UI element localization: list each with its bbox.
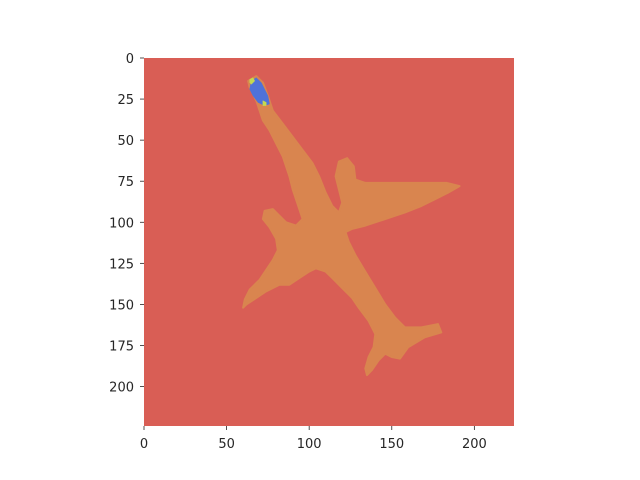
y-tick-label: 200 xyxy=(109,381,134,396)
x-axis: 0 50 100 150 200 xyxy=(140,426,487,452)
x-tick-label: 0 xyxy=(140,437,148,452)
y-tick-label: 0 xyxy=(126,52,134,67)
x-tick-label: 50 xyxy=(218,437,235,452)
y-tick-label: 100 xyxy=(109,216,134,231)
x-tick-label: 100 xyxy=(297,437,322,452)
y-tick-label: 150 xyxy=(109,298,134,313)
y-tick-label: 125 xyxy=(109,257,134,272)
y-tick-label: 50 xyxy=(117,134,134,149)
x-tick-label: 150 xyxy=(379,437,404,452)
x-tick-label: 200 xyxy=(462,437,487,452)
airplane-region xyxy=(242,75,461,377)
y-tick-label: 25 xyxy=(117,93,134,108)
plot-area xyxy=(144,58,514,426)
y-tick-label: 75 xyxy=(117,175,134,190)
edge-region xyxy=(249,77,255,85)
y-axis: 0 25 50 75 100 125 150 175 200 xyxy=(109,52,144,396)
nose-region-region xyxy=(249,77,270,106)
edge-region xyxy=(262,100,267,106)
y-tick-label: 175 xyxy=(109,340,134,355)
